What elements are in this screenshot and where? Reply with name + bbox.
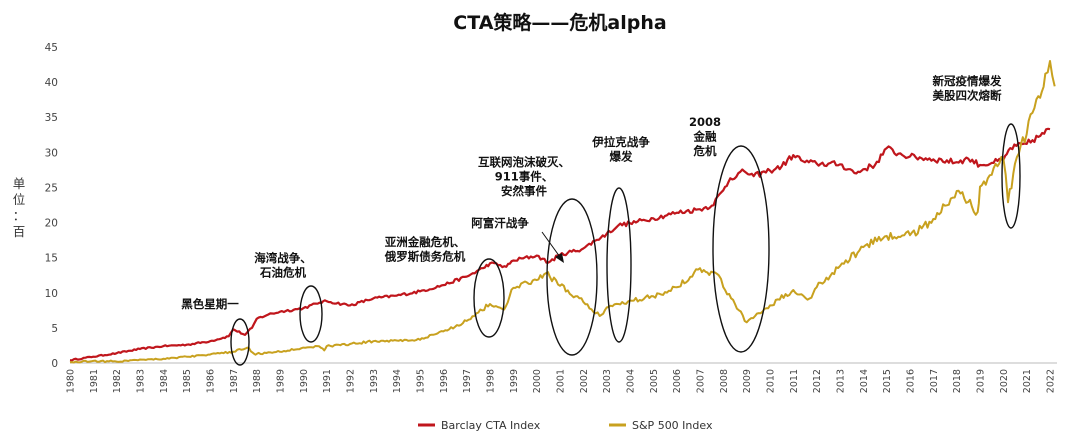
x-tick-label: 2007	[696, 369, 707, 393]
annotation-text: 危机	[693, 144, 717, 158]
x-tick-label: 1986	[206, 369, 217, 393]
x-tick-label: 2011	[789, 369, 800, 393]
series-line-sp500	[69, 60, 1056, 364]
x-tick-label: 1995	[416, 369, 427, 393]
x-tick-label: 2015	[882, 369, 893, 393]
x-tick-label: 2005	[649, 369, 660, 393]
x-tick-label: 2003	[602, 369, 613, 393]
x-tick-label: 2013	[836, 369, 847, 393]
x-tick-label: 2001	[556, 369, 567, 393]
legend-label: Barclay CTA Index	[441, 419, 541, 432]
y-tick-label: 5	[51, 323, 58, 335]
y-tick-label: 40	[45, 77, 58, 89]
y-tick-label: 35	[45, 112, 58, 124]
chart-title: CTA策略——危机alpha	[453, 11, 666, 34]
annotation-text: 美股四次熔断	[933, 89, 1002, 103]
x-tick-label: 1991	[322, 369, 333, 393]
x-tick-label: 1984	[159, 369, 170, 393]
x-tick-label: 2022	[1046, 369, 1057, 393]
x-tick-label: 1994	[392, 369, 403, 393]
y-axis-label: 单位：百	[13, 176, 26, 239]
x-tick-label: 1990	[299, 369, 310, 393]
annotation-text: 俄罗斯债务危机	[384, 250, 466, 264]
y-tick-label: 10	[45, 288, 58, 300]
crisis-ellipse	[606, 187, 632, 343]
annotation-text: 伊拉克战争	[591, 135, 650, 149]
x-tick-label: 1988	[252, 369, 263, 393]
x-tick-label: 1996	[439, 369, 450, 393]
y-tick-label: 20	[45, 218, 58, 230]
annotation-text: 海湾战争、	[254, 251, 312, 265]
x-tick-label: 1999	[509, 369, 520, 393]
annotation-text: 阿富汗战争	[471, 216, 529, 230]
x-tick-label: 2017	[929, 369, 940, 393]
crisis-ellipse	[546, 198, 598, 356]
series-group	[69, 60, 1056, 364]
annotation-text: 2008	[689, 115, 721, 129]
y-axis-label-char: 百	[13, 224, 26, 239]
annotation-arrow	[541, 231, 561, 258]
x-tick-label: 1985	[182, 369, 193, 393]
y-tick-label: 25	[45, 182, 58, 194]
annotation-arrowhead	[555, 253, 564, 263]
crisis-ellipse	[712, 145, 770, 353]
annotation-text: 爆发	[610, 150, 633, 164]
x-tick-label: 2019	[976, 369, 987, 393]
y-tick-label: 30	[45, 147, 58, 159]
x-tick-label: 2020	[999, 369, 1010, 393]
legend: Barclay CTA Index S&P 500 Index	[418, 419, 713, 432]
x-tick-label: 1997	[462, 369, 473, 393]
x-tick-label: 1993	[369, 369, 380, 393]
x-tick-label: 2012	[812, 369, 823, 393]
y-tick-label: 0	[51, 358, 58, 370]
x-tick-label: 2014	[859, 369, 870, 393]
x-tick-label: 2021	[1022, 369, 1033, 393]
y-axis: 0 5 10 15 20 25 30 35 40 45	[45, 42, 58, 370]
annotation-text: 金融	[693, 130, 717, 144]
y-axis-label-char: ：	[13, 208, 26, 223]
x-tick-label: 1987	[229, 369, 240, 393]
x-tick-label: 1981	[89, 369, 100, 393]
x-tick-label: 2004	[626, 369, 637, 393]
x-tick-label: 2018	[952, 369, 963, 393]
x-tick-label: 2000	[532, 369, 543, 393]
crisis-ellipse	[299, 285, 323, 343]
crisis-ellipses	[230, 123, 1021, 366]
annotation-text: 石油危机	[259, 266, 306, 280]
annotation-text: 亚洲金融危机、	[385, 235, 466, 249]
x-tick-label: 2010	[766, 369, 777, 393]
x-tick-label: 2009	[742, 369, 753, 393]
x-axis: 1980 1981 1982 1983 1984 1985 1986 1987 1988 1989…	[66, 369, 1057, 393]
x-tick-label: 2002	[579, 369, 590, 393]
x-tick-label: 2016	[906, 369, 917, 393]
crisis-ellipse	[1001, 123, 1021, 229]
annotation-text: 911事件、	[495, 170, 554, 184]
crisis-ellipse	[230, 318, 250, 366]
annotation-text: 黑色星期一	[181, 297, 239, 311]
x-tick-label: 2006	[672, 369, 683, 393]
annotation-text: 新冠疫情爆发	[933, 74, 1002, 88]
x-tick-label: 1992	[346, 369, 357, 393]
x-tick-label: 1980	[66, 369, 77, 393]
x-tick-label: 1982	[112, 369, 123, 393]
y-axis-label-char: 单	[13, 176, 26, 191]
annotations: 黑色星期一 海湾战争、石油危机 亚洲金融危机、俄罗斯债务危机 阿富汗战争 互联网泡沫破灭…	[181, 74, 1002, 311]
y-tick-label: 15	[45, 253, 58, 265]
crisis-ellipse	[473, 258, 505, 338]
x-tick-label: 1983	[136, 369, 147, 393]
y-tick-label: 45	[45, 42, 58, 54]
y-axis-label-char: 位	[13, 192, 26, 207]
annotation-text: 安然事件	[501, 184, 547, 198]
annotation-text: 互联网泡沫破灭、	[478, 155, 570, 169]
x-tick-label: 1989	[276, 369, 287, 393]
x-tick-label: 2008	[719, 369, 730, 393]
x-tick-label: 1998	[486, 369, 497, 393]
legend-label: S&P 500 Index	[632, 419, 713, 432]
